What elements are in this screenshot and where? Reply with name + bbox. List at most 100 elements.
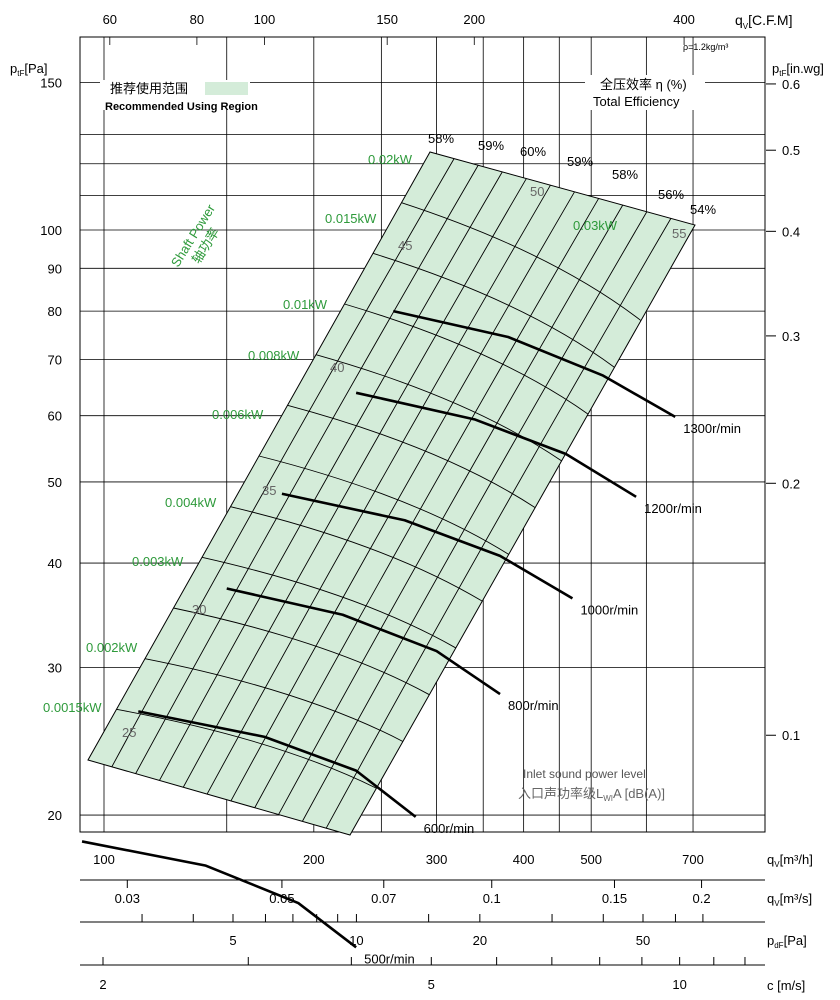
y-tick-label-left: 80 (48, 304, 62, 319)
top-axis-title: qV[C.F.M] (735, 12, 792, 31)
efficiency-tick-label: 58% (612, 167, 638, 182)
speed-curve-label: 1300r/min (683, 421, 741, 436)
pdf-tick-label: 10 (349, 933, 363, 948)
y-tick-label-left: 60 (48, 409, 62, 424)
m3s-tick-label: 0.2 (693, 891, 711, 906)
left-axis-title: ptF[Pa] (10, 61, 47, 78)
power-label: 0.015kW (325, 211, 377, 226)
efficiency-line (182, 178, 527, 788)
velocity-axis-title: c [m/s] (767, 978, 805, 993)
x-tick-label-bottom: 200 (303, 852, 325, 867)
y-tick-label-right: 0.4 (782, 224, 800, 239)
chart-labels: 20 30 40 50 60 70 80 90 100 150 0.1 0.2 0.3 0.4 0.5 0.6… (40, 12, 800, 992)
velocity-tick-label: 5 (428, 977, 435, 992)
sound-label-cn: 入口声功率级LWIA [dB(A)] (518, 786, 665, 803)
power-label: 0.006kW (212, 407, 264, 422)
y-tick-label-right: 0.2 (782, 476, 800, 491)
sound-level-label: 35 (262, 483, 276, 498)
power-label: 0.0015kW (43, 700, 102, 715)
speed-curve-label: 600r/min (424, 821, 475, 836)
efficiency-line (325, 218, 672, 829)
speed-curve (81, 840, 357, 949)
power-label: 0.02kW (368, 152, 413, 167)
x-tick-label-top: 400 (673, 12, 695, 27)
efficiency-line (159, 171, 503, 781)
y-tick-label-left: 30 (48, 661, 62, 676)
y-tick-label-left: 40 (48, 556, 62, 571)
power-label: 0.01kW (283, 297, 328, 312)
x-tick-label-bottom: 300 (426, 852, 448, 867)
power-line (230, 506, 483, 602)
legend-en: Recommended Using Region (105, 101, 258, 113)
m3s-axis-title: qV[m³/s] (767, 891, 812, 908)
power-line (287, 404, 536, 509)
speed-curve-label: 1000r/min (580, 602, 638, 617)
speed-curve (281, 492, 574, 600)
efficiency-line (254, 198, 600, 808)
efficiency-line (111, 158, 455, 768)
sound-level-label: 55 (672, 226, 686, 241)
speed-curve-label: 800r/min (508, 698, 559, 713)
speed-curve-label: 500r/min (364, 951, 415, 966)
efficiency-tick-label: 60% (520, 144, 546, 159)
x-tick-label-top: 200 (463, 12, 485, 27)
efficiency-label-cn: 全压效率 η (%) (600, 77, 687, 92)
power-label: 0.008kW (248, 348, 300, 363)
y-tick-label-right: 0.5 (782, 143, 800, 158)
velocity-tick-label: 10 (672, 977, 686, 992)
right-axis-title: ptF[in.wg] (772, 61, 824, 78)
sound-level-label: 40 (330, 360, 344, 375)
power-line (258, 455, 509, 555)
legend-swatch (205, 82, 248, 95)
m3s-tick-label: 0.03 (115, 891, 140, 906)
efficiency-tick-label: 54% (690, 202, 716, 217)
velocity-tick-label: 2 (99, 977, 106, 992)
y-tick-label-left: 50 (48, 475, 62, 490)
pdf-axis-title: pdF[Pa] (767, 933, 807, 950)
efficiency-tick-label: 59% (478, 138, 504, 153)
speed-curves (81, 309, 676, 949)
efficiency-tick-label: 58% (428, 131, 454, 146)
x-tick-label-bottom: 400 (513, 852, 535, 867)
y-tick-label-left: 90 (48, 261, 62, 276)
x-tick-label-bottom: 100 (93, 852, 115, 867)
pdf-tick-label: 20 (473, 933, 487, 948)
power-label: 0.002kW (86, 640, 138, 655)
power-line (173, 607, 430, 696)
m3s-tick-label: 0.1 (483, 891, 501, 906)
speed-curve-label: 1200r/min (644, 501, 702, 516)
power-label: 0.003kW (132, 554, 184, 569)
y-tick-label-left: 150 (40, 76, 62, 91)
shaft-power-label: Shaft Power 轴功率 (168, 201, 222, 270)
speed-curve (355, 391, 637, 498)
y-tick-label-right: 0.3 (782, 329, 800, 344)
power-line (116, 708, 377, 789)
plot-frame (79, 36, 766, 833)
bottom-axis-title: qV[m³/h] (767, 852, 813, 869)
power-label: 0.03kW (573, 218, 618, 233)
x-tick-label-bottom: 500 (580, 852, 602, 867)
efficiency-line (135, 165, 479, 774)
power-line (201, 556, 457, 649)
efficiency-line (230, 191, 575, 802)
x-tick-label-top: 150 (376, 12, 398, 27)
y-tick-label-left: 20 (48, 808, 62, 823)
pdf-tick-label: 5 (229, 933, 236, 948)
x-tick-label-top: 100 (254, 12, 276, 27)
power-line (401, 202, 642, 321)
power-line (315, 354, 562, 462)
efficiency-power-grid (111, 158, 672, 829)
sound-label-en: Inlet sound power level (523, 767, 646, 781)
speed-curve (392, 309, 676, 419)
y-tick-label-right: 0.1 (782, 728, 800, 743)
sound-level-label: 45 (398, 238, 412, 253)
efficiency-tick-label: 56% (658, 187, 684, 202)
efficiency-tick-label: 59% (567, 154, 593, 169)
speed-curve (226, 587, 501, 696)
x-tick-label-bottom: 700 (682, 852, 704, 867)
sound-level-label: 30 (192, 602, 206, 617)
y-tick-label-left: 100 (40, 223, 62, 238)
m3s-tick-label: 0.15 (602, 891, 627, 906)
